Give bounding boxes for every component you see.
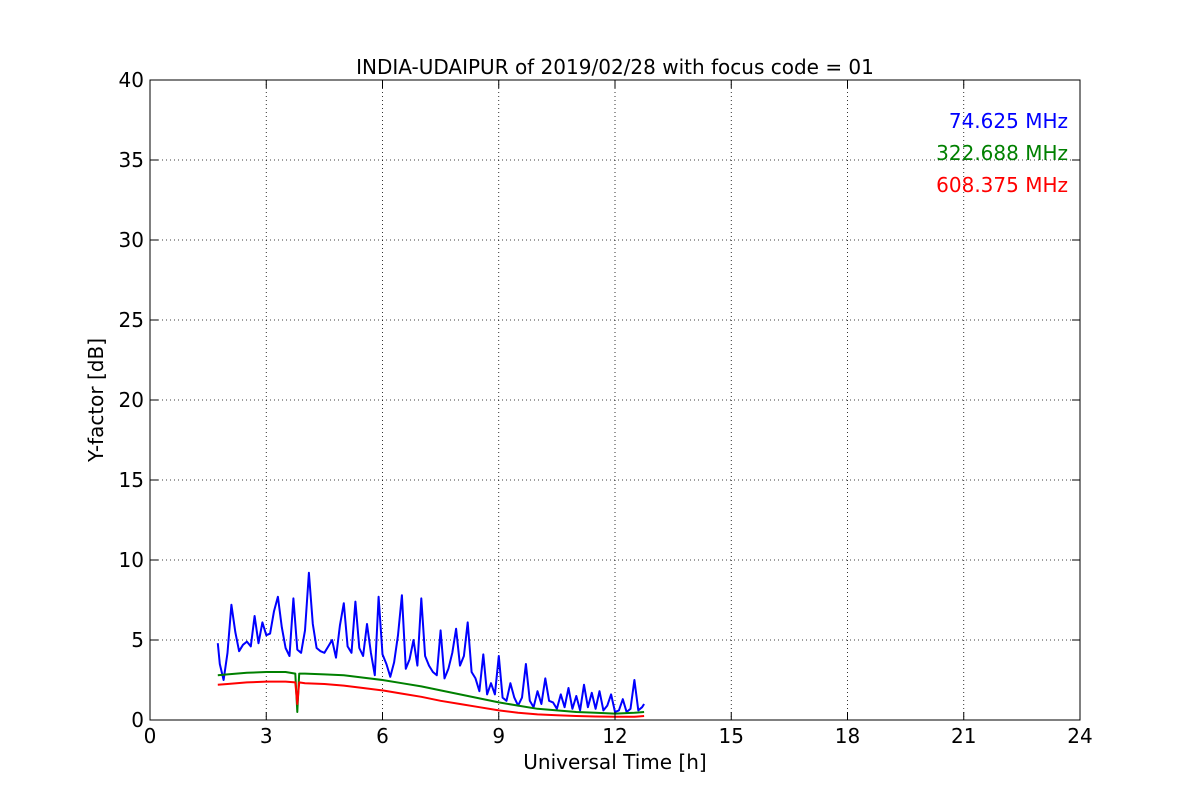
legend-entry: 74.625 MHz [949, 109, 1068, 133]
y-tick-label: 10 [119, 548, 144, 572]
axis-ticks: 0 3 6 9 12 15 18 21 24 0 5 10 15 20 25 30 35 40 [119, 68, 1093, 748]
y-tick-label: 5 [131, 628, 144, 652]
chart-title: INDIA-UDAIPUR of 2019/02/28 with focus c… [356, 55, 874, 79]
x-tick-label: 24 [1067, 724, 1092, 748]
legend-entry: 322.688 MHz [936, 141, 1068, 165]
x-tick-label: 6 [376, 724, 389, 748]
x-tick-label: 9 [492, 724, 505, 748]
series-line-2 [217, 680, 645, 718]
grid-lines [150, 80, 1080, 720]
x-tick-label: 21 [951, 724, 976, 748]
y-tick-label: 15 [119, 468, 144, 492]
y-tick-label: 0 [131, 708, 144, 732]
x-tick-label: 18 [835, 724, 860, 748]
x-tick-label: 0 [144, 724, 157, 748]
x-tick-label: 15 [719, 724, 744, 748]
x-axis-label: Universal Time [h] [523, 750, 706, 774]
y-tick-label: 20 [119, 388, 144, 412]
y-tick-label: 30 [119, 228, 144, 252]
y-tick-label: 35 [119, 148, 144, 172]
y-tick-label: 40 [119, 68, 144, 92]
x-tick-label: 3 [260, 724, 273, 748]
series-line-0 [216, 571, 645, 713]
series-line-1 [217, 671, 645, 715]
legend: 74.625 MHz 322.688 MHz 608.375 MHz [936, 109, 1068, 197]
y-axis-label: Y-factor [dB] [84, 338, 108, 463]
legend-entry: 608.375 MHz [936, 173, 1068, 197]
x-tick-label: 12 [602, 724, 627, 748]
series-lines [216, 571, 645, 718]
y-tick-label: 25 [119, 308, 144, 332]
